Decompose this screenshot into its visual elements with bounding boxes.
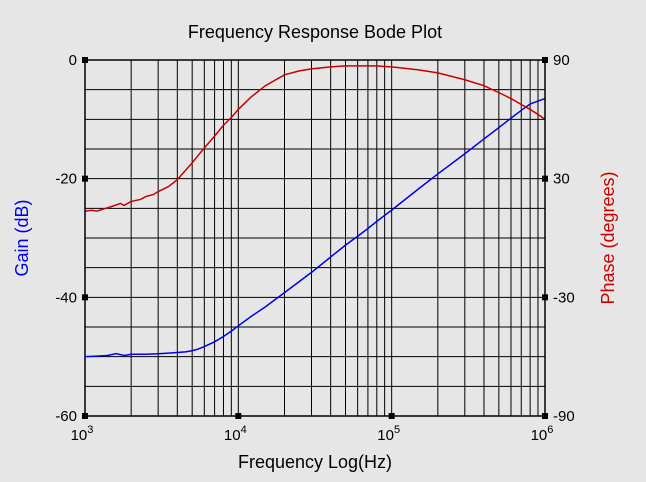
x-tick-marker bbox=[82, 413, 88, 419]
left-tick-label: -20 bbox=[55, 171, 77, 188]
left-tick-marker bbox=[82, 175, 88, 182]
y-axis-label-left: Gain (dB) bbox=[12, 199, 32, 276]
x-axis-label: Frequency Log(Hz) bbox=[238, 452, 392, 472]
x-tick-marker bbox=[388, 413, 395, 419]
y-axis-label-right: Phase (degrees) bbox=[598, 171, 618, 304]
phase-series-line bbox=[84, 65, 546, 213]
left-tick-label: -60 bbox=[55, 408, 77, 425]
left-tick-marker bbox=[82, 294, 88, 301]
x-tick-label: 105 bbox=[377, 424, 400, 444]
chart-title: Frequency Response Bode Plot bbox=[188, 22, 442, 42]
gain-series-line bbox=[84, 97, 546, 358]
right-tick-label: -30 bbox=[553, 289, 575, 306]
x-tick-marker bbox=[542, 413, 548, 419]
x-tick-label: 106 bbox=[531, 424, 554, 444]
x-tick-label: 104 bbox=[224, 424, 247, 444]
right-tick-marker bbox=[542, 175, 548, 182]
right-tick-label: -90 bbox=[553, 408, 575, 425]
axis-ticks: 0 -20 -40 -60 90 30 -30 -90 103 104 105 106 bbox=[55, 52, 574, 444]
right-tick-marker bbox=[542, 294, 548, 301]
right-tick-label: 30 bbox=[553, 171, 570, 188]
right-tick-marker bbox=[542, 57, 548, 63]
left-tick-marker bbox=[82, 57, 88, 63]
left-tick-label: -40 bbox=[55, 289, 77, 306]
x-tick-marker bbox=[235, 413, 242, 419]
right-tick-label: 90 bbox=[553, 52, 570, 69]
left-tick-label: 0 bbox=[69, 52, 77, 69]
series-lines bbox=[84, 65, 546, 358]
plot-frame bbox=[84, 59, 546, 417]
x-tick-label: 103 bbox=[71, 424, 94, 444]
